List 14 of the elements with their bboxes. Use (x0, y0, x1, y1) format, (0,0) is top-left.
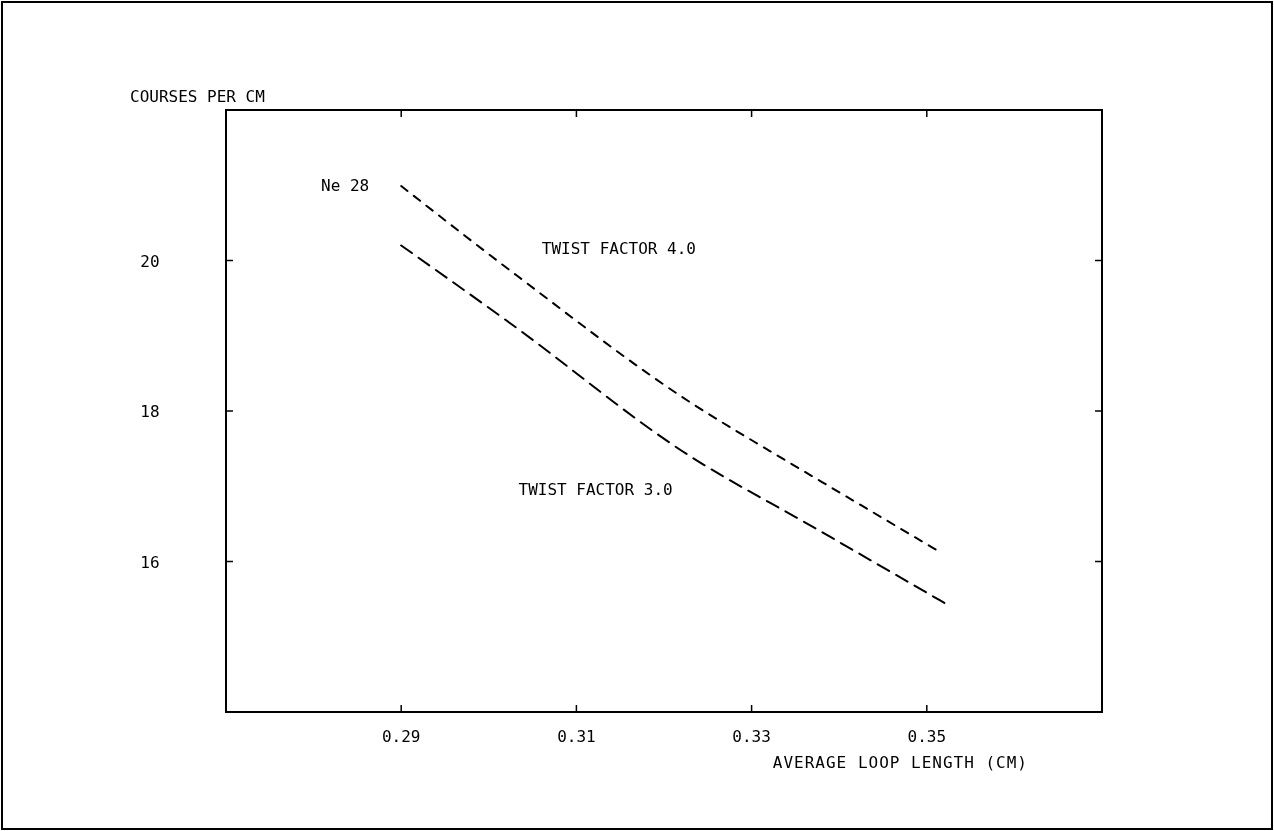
annotation: Ne 28 (321, 176, 370, 196)
x-tick-label: 0.35 (907, 727, 947, 746)
y-tick-label: 18 (140, 402, 160, 421)
x-tick-label: 0.33 (732, 727, 771, 746)
x-axis-title: AVERAGE LOOP LENGTH (CM) (772, 753, 1028, 772)
line-series (400, 185, 937, 551)
y-tick-label: 20 (140, 251, 160, 271)
y-tick-label: 16 (140, 552, 160, 572)
x-tick-label: 0.31 (557, 727, 596, 746)
series-label: TWIST FACTOR 3.0 (518, 479, 673, 499)
x-tick-label: 0.29 (381, 727, 421, 746)
y-axis-title: COURSES PER CM (130, 87, 265, 106)
series-label: TWIST FACTOR 4.0 (541, 238, 696, 258)
line-series (400, 244, 946, 604)
